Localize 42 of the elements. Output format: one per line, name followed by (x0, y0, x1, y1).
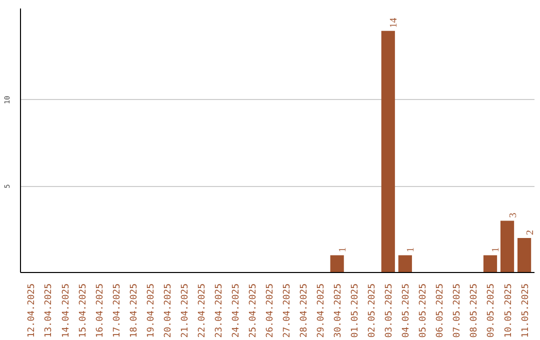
x-tick-label: 14.04.2025 (61, 283, 72, 338)
x-tick-label: 15.04.2025 (78, 283, 88, 338)
data-label: 1 (490, 247, 502, 252)
x-tick-label: 27.04.2025 (282, 283, 293, 338)
bar (500, 220, 514, 272)
x-tick-label: 08.05.2025 (470, 283, 480, 338)
x-tick-label: 06.05.2025 (436, 283, 446, 338)
x-tick-label: 16.04.2025 (95, 283, 106, 338)
bar (483, 255, 498, 272)
x-tick-label: 01.05.2025 (350, 283, 361, 338)
x-tick-label: 25.04.2025 (248, 283, 258, 338)
data-label: 2 (524, 230, 536, 235)
data-label: 1 (406, 247, 417, 252)
x-tick-label: 21.04.2025 (180, 283, 190, 338)
data-label: 3 (508, 212, 519, 218)
x-tick-label: 04.05.2025 (402, 283, 412, 338)
bar (517, 238, 532, 272)
x-tick-label: 19.04.2025 (146, 283, 156, 338)
x-tick-label: 13.04.2025 (44, 283, 54, 338)
x-tick-label: 07.05.2025 (452, 283, 463, 338)
bar (398, 255, 412, 272)
x-tick-label: 17.04.2025 (112, 283, 122, 338)
x-tick-label: 10.05.2025 (504, 283, 514, 338)
x-tick-label: 23.04.2025 (214, 283, 224, 338)
x-tick-label: 12.04.2025 (27, 283, 38, 338)
x-tick-label: 26.04.2025 (265, 283, 276, 338)
bar (330, 255, 344, 272)
bar (381, 30, 395, 272)
x-tick-label: 18.04.2025 (129, 283, 140, 338)
x-tick-label: 09.05.2025 (486, 283, 497, 338)
data-label: 1 (338, 247, 349, 252)
x-tick-label: 20.04.2025 (163, 283, 174, 338)
x-tick-label: 28.04.2025 (300, 283, 310, 338)
x-tick-label: 24.04.2025 (231, 283, 242, 338)
data-label: 14 (388, 18, 400, 28)
x-tick-label: 05.05.2025 (418, 283, 429, 338)
x-tick-label: 30.04.2025 (334, 283, 344, 338)
x-tick-label: 03.05.2025 (384, 283, 395, 338)
x-tick-label: 22.04.2025 (197, 283, 208, 338)
x-tick-label: 02.05.2025 (368, 283, 378, 338)
x-tick-label: 11.05.2025 (520, 283, 531, 338)
x-tick-label: 29.04.2025 (316, 283, 327, 338)
